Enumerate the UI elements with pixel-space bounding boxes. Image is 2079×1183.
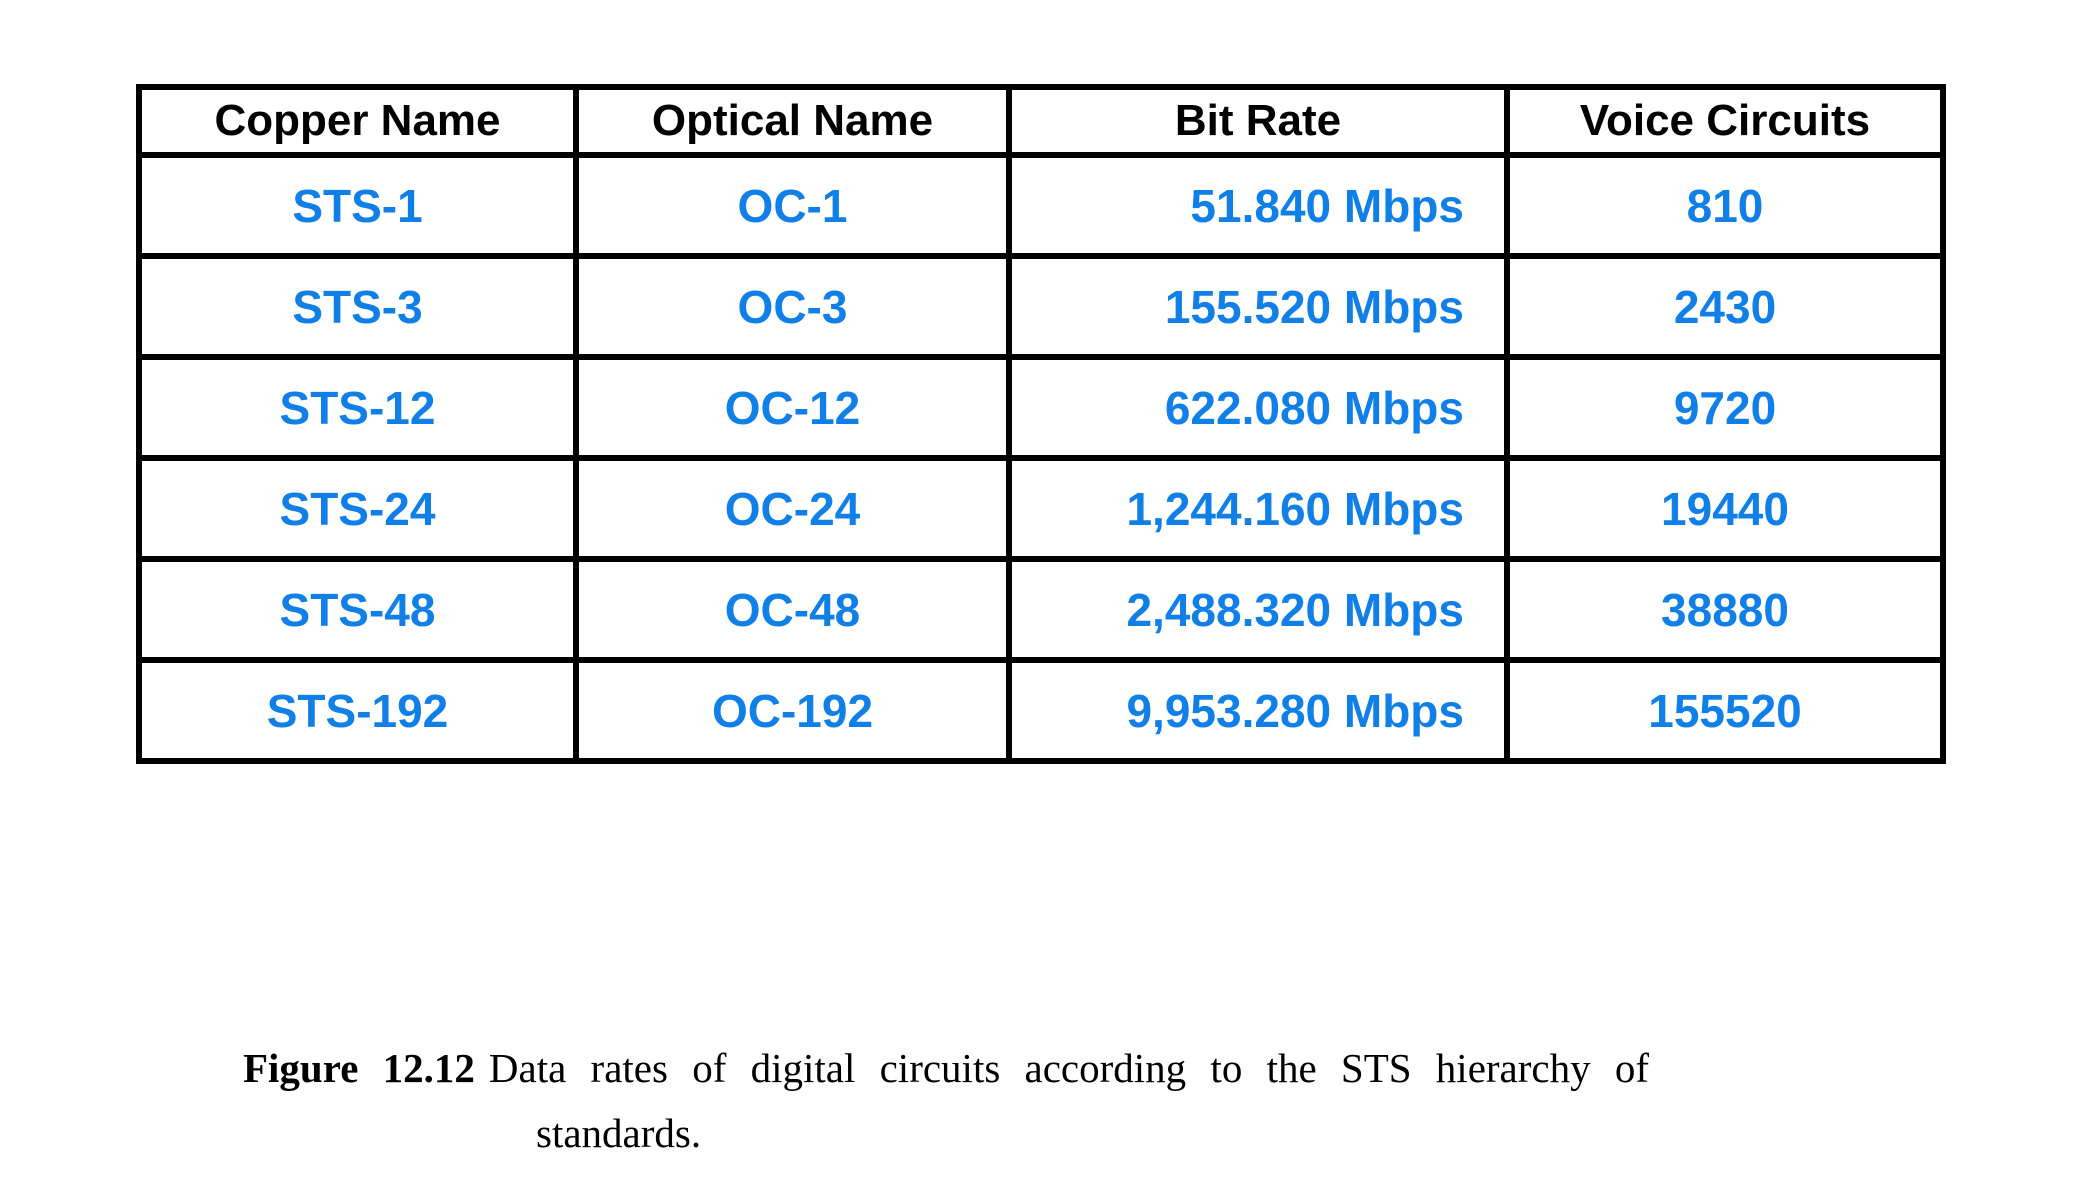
table-cell: OC-192 bbox=[573, 657, 1012, 764]
table-cell: OC-24 bbox=[573, 455, 1012, 562]
table-cell: OC-3 bbox=[573, 253, 1012, 360]
table-cell: OC-48 bbox=[573, 556, 1012, 663]
table-cell: STS-192 bbox=[136, 657, 579, 764]
column-header-copper-name: Copper Name bbox=[136, 84, 579, 158]
figure-number-label: Figure 12.12 bbox=[243, 1045, 475, 1091]
table-row: STS-12 OC-12 622.080 Mbps 9720 bbox=[136, 354, 1946, 461]
table-cell: 810 bbox=[1504, 152, 1946, 259]
table-cell: 19440 bbox=[1504, 455, 1946, 562]
table-cell: 622.080 Mbps bbox=[1006, 354, 1510, 461]
table-cell: 9,953.280 Mbps bbox=[1006, 657, 1510, 764]
table-cell: 2,488.320 Mbps bbox=[1006, 556, 1510, 663]
table-cell: STS-3 bbox=[136, 253, 579, 360]
figure-caption: Figure 12.12 Data rates of digital circui… bbox=[243, 1036, 1883, 1166]
table-cell: 38880 bbox=[1504, 556, 1946, 663]
table-cell: 51.840 Mbps bbox=[1006, 152, 1510, 259]
table-cell: STS-1 bbox=[136, 152, 579, 259]
column-header-bit-rate: Bit Rate bbox=[1006, 84, 1510, 158]
table-cell: 155520 bbox=[1504, 657, 1946, 764]
table-row: STS-3 OC-3 155.520 Mbps 2430 bbox=[136, 253, 1946, 360]
table-row: STS-192 OC-192 9,953.280 Mbps 155520 bbox=[136, 657, 1946, 764]
caption-text-line1: Data rates of digital circuits according… bbox=[488, 1045, 1650, 1091]
table-cell: OC-1 bbox=[573, 152, 1012, 259]
table-row: STS-48 OC-48 2,488.320 Mbps 38880 bbox=[136, 556, 1946, 663]
sts-hierarchy-table: Copper Name Optical Name Bit Rate Voice Cir… bbox=[136, 84, 1946, 764]
caption-line-1: Figure 12.12 Data rates of digital circui… bbox=[243, 1036, 1883, 1101]
table-header-row: Copper Name Optical Name Bit Rate Voice Cir… bbox=[136, 84, 1946, 158]
table-row: STS-1 OC-1 51.840 Mbps 810 bbox=[136, 152, 1946, 259]
table-cell: 2430 bbox=[1504, 253, 1946, 360]
table-row: STS-24 OC-24 1,244.160 Mbps 19440 bbox=[136, 455, 1946, 562]
column-header-optical-name: Optical Name bbox=[573, 84, 1012, 158]
table-cell: OC-12 bbox=[573, 354, 1012, 461]
caption-text-line2: standards. bbox=[536, 1110, 702, 1156]
table-cell: STS-12 bbox=[136, 354, 579, 461]
table-cell: 9720 bbox=[1504, 354, 1946, 461]
table-cell: 1,244.160 Mbps bbox=[1006, 455, 1510, 562]
column-header-voice-circuits: Voice Circuits bbox=[1504, 84, 1946, 158]
table-cell: 155.520 Mbps bbox=[1006, 253, 1510, 360]
table-cell: STS-24 bbox=[136, 455, 579, 562]
table-cell: STS-48 bbox=[136, 556, 579, 663]
